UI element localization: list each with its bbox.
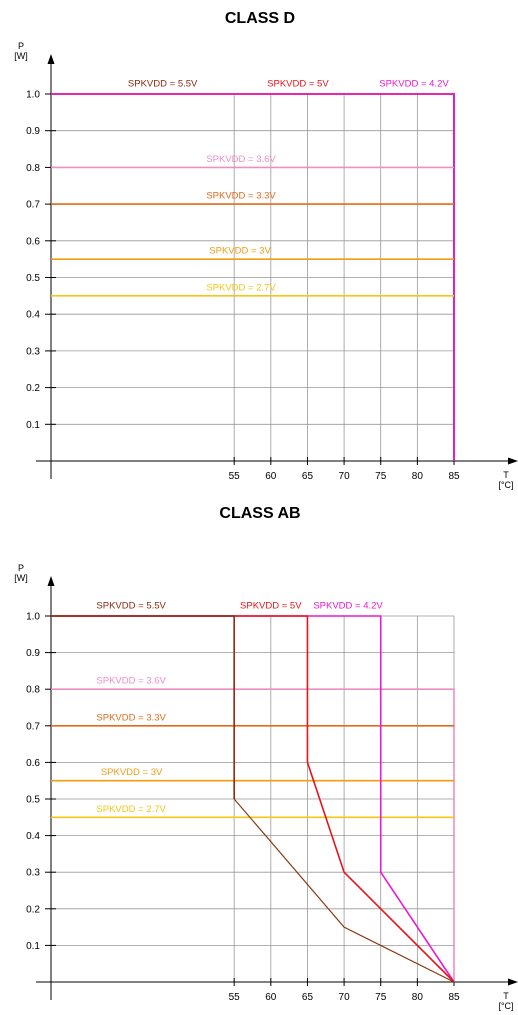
y-tick-label: 0.3 [26, 346, 40, 357]
x-tick-label: 80 [412, 992, 424, 1003]
series-label: SPKVDD = 4.2V [379, 79, 449, 90]
series-label: SPKVDD = 2.7V [96, 804, 166, 815]
y-tick-label: 0.5 [26, 795, 40, 806]
x-axis-unit: [°C] [498, 1001, 513, 1011]
x-tick-label: 60 [265, 992, 277, 1003]
x-tick-label: 65 [302, 992, 314, 1003]
series-label: SPKVDD = 5.5V [128, 79, 198, 90]
x-tick-label: 60 [265, 471, 277, 482]
series-label: SPKVDD = 3.6V [206, 154, 276, 165]
x-tick-label: 80 [412, 471, 424, 482]
y-tick-label: 0.5 [26, 273, 40, 284]
x-axis-arrow [508, 978, 518, 986]
y-axis-label: P [18, 41, 24, 51]
x-axis-label: T [503, 991, 509, 1001]
y-axis-unit: [W] [14, 51, 28, 61]
series-label: SPKVDD = 2.7V [206, 282, 276, 293]
y-tick-label: 0.2 [26, 383, 40, 394]
series-label: SPKVDD = 4.2V [313, 601, 383, 612]
class-d-chart: CLASS D 0.1 0.2 0.3 0.4 0.5 0.6 0.7 0.8 0.9 1.0 55… [14, 10, 518, 490]
x-tick-label: 85 [448, 471, 460, 482]
series-label: SPKVDD = 5.5V [96, 601, 166, 612]
y-tick-label: 0.3 [26, 868, 40, 879]
x-axis-label: T [503, 470, 509, 480]
y-tick-label: 1.0 [26, 612, 40, 623]
x-tick-label: 85 [448, 992, 460, 1003]
series-label: SPKVDD = 3V [209, 246, 271, 257]
y-tick-label: 0.6 [26, 236, 40, 247]
x-tick-label: 55 [229, 992, 241, 1003]
y-tick-label: 1.0 [26, 90, 40, 101]
y-tick-label: 0.8 [26, 163, 40, 174]
series-label: SPKVDD = 5V [240, 601, 302, 612]
class-d-title: CLASS D [225, 10, 295, 27]
series-line [51, 93, 455, 461]
class-ab-chart: CLASS AB 0.1 0.2 0.3 0.4 0.5 0.6 0.7 0.8 0.9 1.0 5… [14, 505, 518, 1011]
y-tick-label: 0.2 [26, 904, 40, 915]
y-tick-label: 0.6 [26, 758, 40, 769]
x-tick-label: 75 [375, 471, 387, 482]
y-axis-arrow [47, 576, 55, 586]
y-axis-unit: [W] [14, 573, 28, 583]
class-ab-title: CLASS AB [219, 505, 300, 522]
series-label: SPKVDD = 3V [101, 767, 163, 778]
y-tick-label: 0.4 [26, 310, 40, 321]
x-tick-label: 70 [339, 471, 351, 482]
x-tick-label: 65 [302, 471, 314, 482]
x-axis-unit: [°C] [498, 480, 513, 490]
y-tick-label: 0.9 [26, 648, 40, 659]
series-label: SPKVDD = 3.6V [96, 676, 166, 687]
series-label: SPKVDD = 5V [267, 79, 329, 90]
series-curve [233, 798, 455, 983]
x-tick-label: 55 [229, 471, 241, 482]
x-axis-arrow [508, 457, 518, 465]
x-tick-label: 75 [375, 992, 387, 1003]
x-tick-label: 70 [339, 992, 351, 1003]
series-label: SPKVDD = 3.3V [96, 712, 166, 723]
series-line [51, 615, 235, 799]
y-tick-label: 0.1 [26, 420, 40, 431]
y-tick-label: 0.7 [26, 200, 40, 211]
y-tick-label: 0.1 [26, 941, 40, 952]
series-line [51, 688, 455, 982]
y-axis-arrow [47, 54, 55, 64]
y-tick-label: 0.8 [26, 685, 40, 696]
y-tick-label: 0.7 [26, 721, 40, 732]
series-label: SPKVDD = 3.3V [206, 191, 276, 202]
y-axis-label: P [18, 563, 24, 573]
y-tick-label: 0.4 [26, 831, 40, 842]
y-tick-label: 0.9 [26, 126, 40, 137]
